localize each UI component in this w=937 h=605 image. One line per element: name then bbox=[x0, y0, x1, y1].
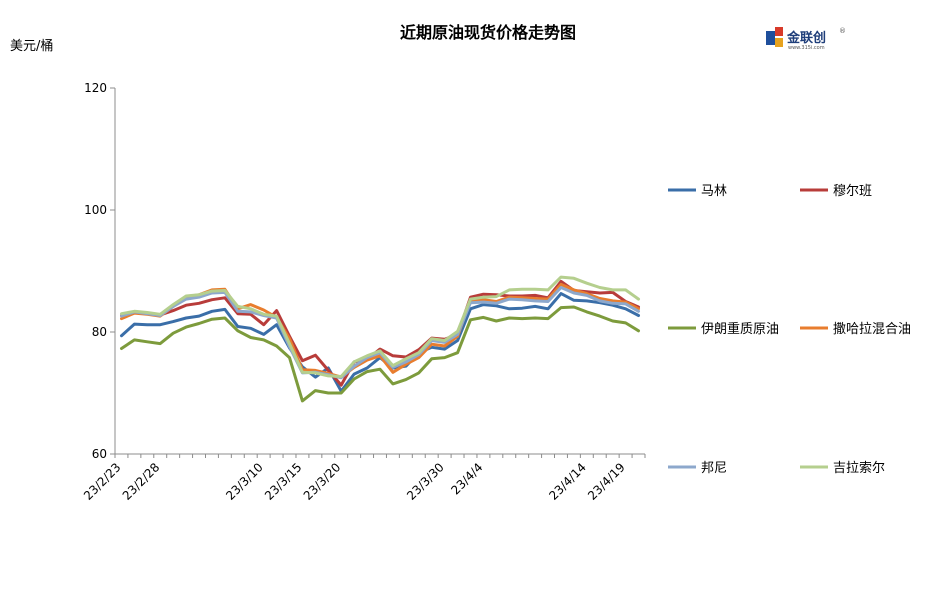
x-tick-label: 23/2/28 bbox=[120, 460, 163, 503]
legend-label-4: 撒哈拉混合油 bbox=[833, 321, 911, 337]
logo-mark-blue bbox=[766, 31, 775, 45]
logo-mark-gold bbox=[775, 38, 783, 47]
series-line-5 bbox=[120, 286, 640, 380]
series-line-6 bbox=[120, 275, 640, 378]
y-axis-unit-label: 美元/桶 bbox=[10, 39, 53, 54]
logo-subtext: www.315i.com bbox=[788, 45, 825, 51]
y-tick-label: 60 bbox=[92, 447, 107, 461]
x-tick-label: 23/3/20 bbox=[301, 460, 344, 503]
x-tick-label: 23/4/14 bbox=[546, 460, 589, 503]
chart-title: 近期原油现货价格走势图 bbox=[400, 23, 576, 42]
legend-label-1: 马林 bbox=[701, 184, 727, 199]
legend-label-2: 穆尔班 bbox=[833, 184, 872, 199]
legend-label-6: 吉拉索尔 bbox=[833, 461, 885, 476]
x-tick-label: 23/4/19 bbox=[585, 460, 628, 503]
y-tick-label: 100 bbox=[84, 203, 107, 217]
logo-text: 金联创 bbox=[786, 30, 826, 46]
x-tick-label: 23/3/10 bbox=[223, 460, 266, 503]
brand-logo: 金联创 www.315i.com ® bbox=[766, 27, 846, 51]
logo-registered-mark: ® bbox=[839, 27, 846, 35]
legend-label-5: 邦尼 bbox=[701, 461, 727, 476]
series-line-3 bbox=[120, 305, 640, 403]
plot-series bbox=[120, 275, 640, 403]
x-tick-label: 23/2/23 bbox=[81, 460, 124, 503]
x-tick-label: 23/3/30 bbox=[404, 460, 447, 503]
legend-label-3: 伊朗重质原油 bbox=[701, 321, 779, 337]
x-tick-label: 23/3/15 bbox=[262, 460, 305, 503]
y-tick-label: 120 bbox=[84, 81, 107, 95]
y-tick-label: 80 bbox=[92, 325, 107, 339]
x-tick-label: 23/4/4 bbox=[448, 460, 485, 497]
logo-mark-red bbox=[775, 27, 783, 36]
